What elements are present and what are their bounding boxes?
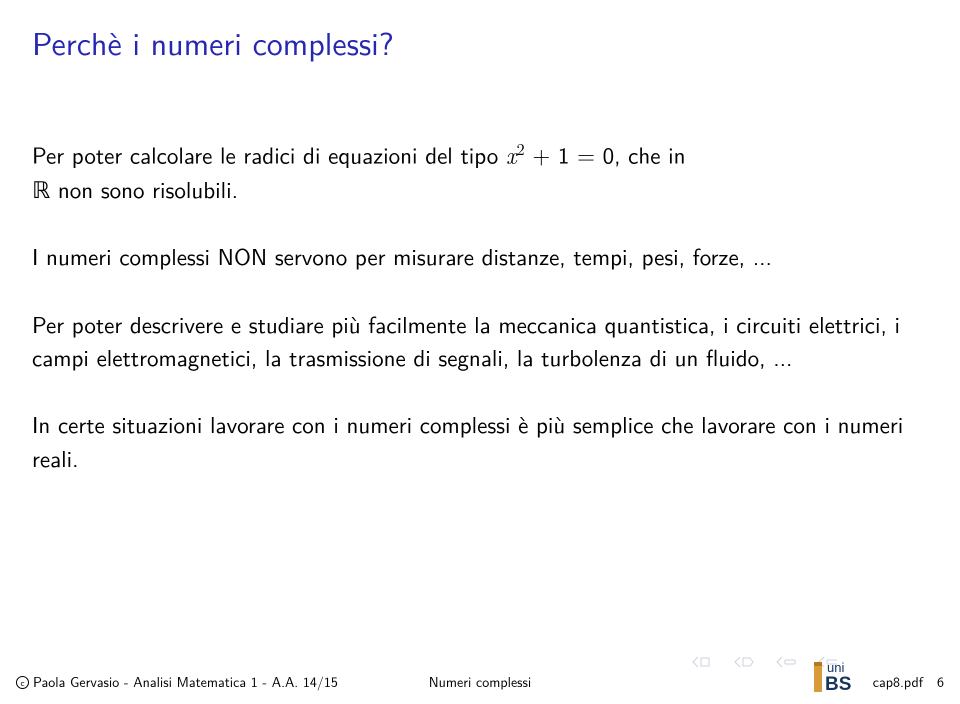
paragraph-2: I numeri complessi NON servono per misur… — [32, 240, 928, 273]
footer-page: 6 — [937, 672, 944, 692]
paragraph-3: Per poter descrivere e studiare più faci… — [32, 308, 928, 375]
copyright-icon: c — [16, 676, 29, 689]
eq-R: ℝ — [32, 172, 50, 205]
logo-text-top: uni — [827, 660, 844, 675]
footer: c Paola Gervasio - Analisi Matematica 1 … — [16, 654, 944, 692]
footer-left: c Paola Gervasio - Analisi Matematica 1 … — [16, 672, 338, 692]
paragraph-1: Per poter calcolare le radici di equazio… — [32, 137, 928, 206]
slide-body: Per poter calcolare le radici di equazio… — [32, 137, 928, 475]
logo-text-bottom: BS — [825, 674, 851, 692]
paragraph-4: In certe situazioni lavorare con i numer… — [32, 408, 928, 475]
footer-file: cap8.pdf — [873, 672, 923, 692]
footer-right: uni BS cap8.pdf 6 — [813, 654, 944, 692]
p1-text-a: Per poter calcolare le radici di equazio… — [32, 138, 506, 172]
footer-author: Paola Gervasio - Analisi Matematica 1 - … — [33, 672, 338, 692]
p1-text-b: non sono risolubili. — [50, 172, 238, 206]
eq-rest: + 1 = 0, che in — [525, 138, 686, 172]
footer-center: Numeri complessi — [429, 672, 531, 692]
slide-title: Perchè i numeri complessi? — [32, 18, 928, 65]
university-logo: uni BS — [813, 654, 859, 692]
eq-x: x — [506, 138, 517, 171]
eq-sup: 2 — [517, 137, 525, 160]
